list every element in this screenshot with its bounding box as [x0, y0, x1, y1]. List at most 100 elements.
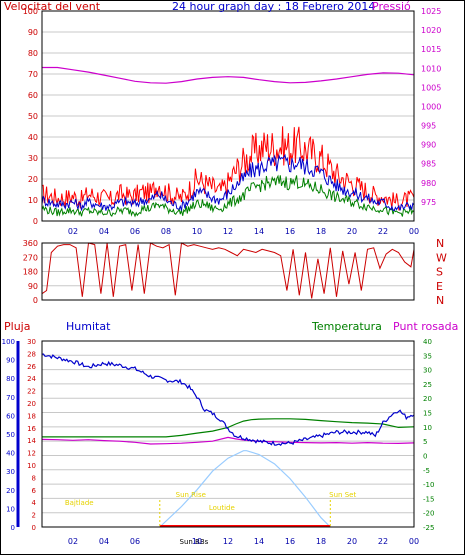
wind-axis-tick-label: 100	[23, 7, 38, 16]
direction-axis-tick-label: 360	[23, 239, 38, 248]
wind-x-tick-label: 22	[378, 227, 388, 236]
rain-axis-tick-label: 30	[6, 468, 15, 476]
humidity-axis-tick-label: 6	[32, 487, 37, 495]
rain-axis-tick-label: 90	[6, 357, 15, 365]
wind-panel-frame	[41, 10, 415, 222]
compass-label: N	[436, 237, 444, 250]
wind-speed-line	[41, 174, 415, 218]
sun-elevation-line	[159, 450, 331, 528]
wind-axis-tick-label: 30	[28, 154, 38, 163]
wind-axis-tick-label: 60	[28, 91, 38, 100]
rain-axis-tick-label: 100	[2, 338, 15, 346]
direction-panel-frame	[41, 242, 415, 301]
wind-x-tick-label: 00	[409, 227, 419, 236]
compass-label: E	[436, 280, 443, 293]
rain-axis-tick-label: 60	[6, 412, 15, 420]
wind-axis-tick-label: 80	[28, 49, 38, 58]
temperature-axis-tick-label: -5	[423, 467, 430, 475]
humidity-axis-tick-label: 24	[27, 375, 36, 383]
humidity-axis-tick-label: 28	[27, 350, 36, 358]
temperature-axis-tick-label: 20	[423, 395, 432, 403]
humidity-axis-tick-label: 8	[32, 474, 36, 482]
pressure-axis-tick-label: 990	[421, 141, 436, 150]
lower-x-tick-label: 22	[378, 537, 388, 546]
rain-axis-tick-label: 50	[6, 431, 15, 439]
temperature-axis-tick-label: -15	[423, 495, 434, 503]
humidity-axis-tick-label: 0	[32, 524, 36, 532]
pressure-axis-tick-label: 1015	[421, 45, 441, 54]
wind-x-tick-label: 06	[130, 227, 140, 236]
lower-x-tick-label: 12	[223, 537, 233, 546]
wind-speed-title: Velocitat del vent	[4, 0, 101, 13]
label-layer: 0102030405060708090100975980985990995100…	[2, 7, 447, 546]
wind-direction-line	[41, 242, 415, 299]
temperature-axis-tick-label: -25	[423, 524, 434, 532]
humidity-axis-tick-label: 20	[27, 400, 36, 408]
wind-x-tick-label: 04	[99, 227, 109, 236]
wind-x-tick-label: 08	[161, 227, 171, 236]
humidity-axis-tick-label: 4	[32, 499, 37, 507]
rain-axis-tick-label: 40	[6, 450, 15, 458]
wind-axis-tick-label: 20	[28, 175, 38, 184]
wind-axis-tick-label: 10	[28, 196, 38, 205]
humidity-axis-tick-label: 2	[32, 512, 36, 520]
sun-annotation-label: Sun Set	[329, 491, 356, 499]
pressure-axis-tick-label: 1005	[421, 83, 441, 92]
temperature-axis-tick-label: -10	[423, 481, 434, 489]
sun-annotation-label: Loutide	[209, 504, 235, 512]
lower-x-tick-label: 18	[316, 537, 326, 546]
lower-x-tick-label: 02	[68, 537, 78, 546]
temperature-axis-tick-label: 0	[423, 452, 427, 460]
lower-x-tick-label: 00	[409, 537, 419, 546]
lower-x-tick-label: 20	[347, 537, 357, 546]
pressure-line	[42, 66, 415, 84]
rain-axis-tick-label: 10	[6, 505, 15, 513]
rain-axis-tick-label: 80	[6, 375, 15, 383]
temperature-axis-tick-label: 5	[423, 438, 427, 446]
direction-axis-tick-label: 90	[28, 282, 38, 291]
direction-axis-tick-label: 0	[33, 296, 38, 305]
wind-x-tick-label: 20	[347, 227, 357, 236]
humidity-axis-tick-label: 30	[27, 338, 36, 346]
rain-axis-tick-label: 0	[11, 524, 15, 532]
humidity-axis-tick-label: 12	[27, 450, 36, 458]
wind-x-tick-label: 14	[254, 227, 264, 236]
lower-x-tick-label: 04	[99, 537, 109, 546]
wind-x-tick-label: 02	[68, 227, 78, 236]
pressure-axis-tick-label: 1010	[421, 64, 441, 73]
temperature-axis-tick-label: 30	[423, 367, 432, 375]
direction-axis-tick-label: 180	[23, 268, 38, 277]
temperature-axis-tick-label: 10	[423, 424, 432, 432]
series-layer	[41, 66, 415, 528]
humidity-line	[42, 353, 415, 447]
wind-x-tick-label: 16	[285, 227, 295, 236]
dew-point-line	[41, 436, 415, 445]
wind-axis-tick-label: 70	[28, 70, 38, 79]
rain-axis-tick-label: 20	[6, 487, 15, 495]
temperature-legend: Temperatura	[312, 320, 382, 333]
humidity-legend: Humitat	[66, 320, 111, 333]
lower-x-tick-label: 10	[192, 537, 202, 546]
temperature-axis-tick-label: 35	[423, 352, 432, 360]
rain-axis-tick-label: 70	[6, 394, 15, 402]
temperature-line	[42, 418, 415, 438]
compass-label: N	[436, 294, 444, 307]
pressure-axis-tick-label: 975	[421, 198, 436, 207]
wind-axis-tick-label: 40	[28, 133, 38, 142]
pressure-axis-tick-label: 1025	[421, 7, 441, 16]
pressure-axis-tick-label: 985	[421, 160, 436, 169]
sun-annotation-label: Sun BBs	[180, 538, 209, 546]
humidity-axis-tick-label: 16	[27, 425, 36, 433]
compass-label: W	[436, 251, 447, 264]
wind-x-tick-label: 18	[316, 227, 326, 236]
dew-point-legend: Punt rosada	[393, 320, 459, 333]
graph-date-title: 24 hour graph day : 18 Febrero 2014	[172, 0, 376, 13]
temperature-axis-tick-label: 25	[423, 381, 432, 389]
humidity-axis-tick-label: 22	[27, 388, 36, 396]
direction-axis-tick-label: 270	[23, 253, 38, 262]
compass-label: S	[436, 266, 443, 279]
lower-x-tick-label: 06	[130, 537, 140, 546]
temperature-axis-tick-label: 40	[423, 338, 432, 346]
